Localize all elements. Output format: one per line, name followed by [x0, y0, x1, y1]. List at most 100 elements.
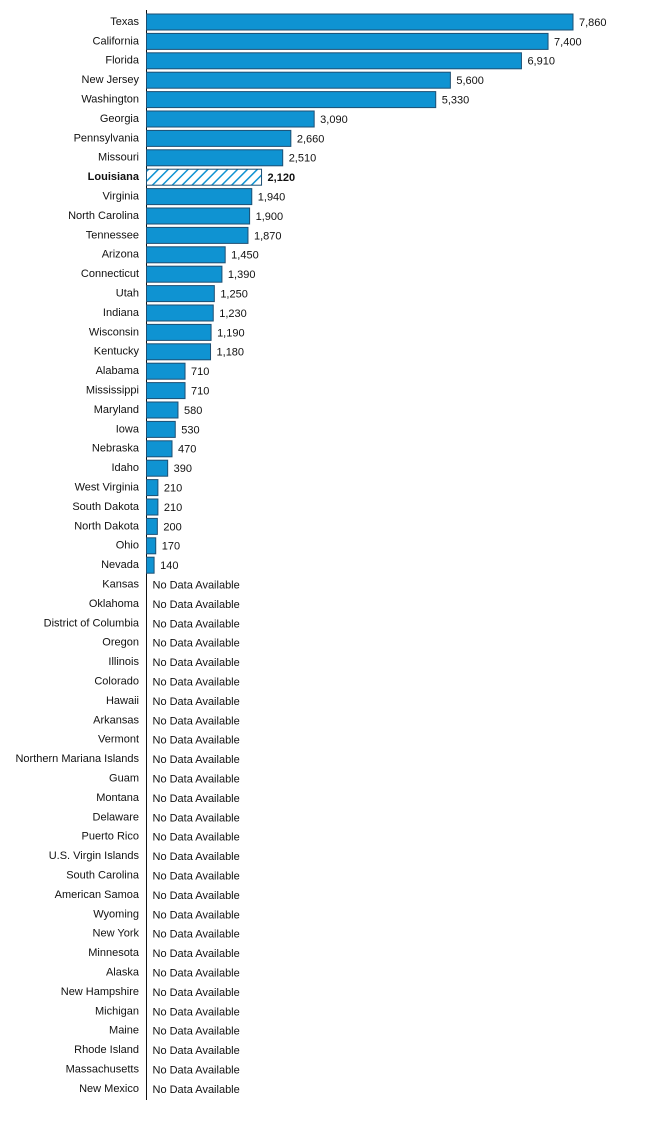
category-label: Delaware: [93, 811, 139, 823]
value-label: 170: [162, 541, 180, 553]
value-label: 7,860: [579, 17, 607, 29]
category-label: Maine: [109, 1025, 139, 1037]
value-label: 6,910: [527, 56, 555, 68]
bar: [146, 304, 214, 322]
category-label: Alaska: [106, 967, 140, 979]
category-label: Northern Mariana Islands: [15, 753, 139, 765]
category-label: U.S. Virgin Islands: [49, 850, 140, 862]
value-label: No Data Available: [153, 890, 240, 902]
bar: [146, 556, 155, 574]
value-label: 470: [178, 444, 196, 456]
bar: [146, 265, 223, 283]
bar: [146, 285, 215, 303]
category-label: Ohio: [116, 540, 139, 552]
category-label: Rhode Island: [74, 1044, 139, 1056]
category-label: Kentucky: [94, 346, 140, 358]
value-label: 1,450: [231, 250, 259, 262]
bar: [146, 537, 157, 555]
value-label: No Data Available: [153, 715, 240, 727]
value-label: No Data Available: [153, 696, 240, 708]
category-label: Arizona: [102, 249, 140, 261]
value-label: No Data Available: [153, 1084, 240, 1096]
value-label: No Data Available: [153, 929, 240, 941]
value-label: No Data Available: [153, 735, 240, 747]
category-label: Nebraska: [92, 443, 140, 455]
value-label: 1,870: [254, 230, 282, 242]
category-label: Hawaii: [106, 695, 139, 707]
value-label: 2,510: [289, 153, 317, 165]
value-label: 3,090: [320, 114, 348, 126]
value-label: No Data Available: [153, 618, 240, 630]
category-label: California: [93, 35, 140, 47]
category-label: Oklahoma: [89, 598, 140, 610]
bar: [146, 149, 284, 167]
category-label: Wyoming: [93, 908, 139, 920]
category-label: South Carolina: [66, 870, 140, 882]
value-label: 710: [191, 386, 209, 398]
value-label: 1,180: [217, 347, 245, 359]
category-label: Alabama: [96, 365, 140, 377]
value-label: 200: [163, 521, 181, 533]
value-label: No Data Available: [153, 812, 240, 824]
category-label: North Dakota: [74, 520, 140, 532]
value-label: 1,190: [217, 327, 245, 339]
value-label: No Data Available: [153, 851, 240, 863]
bar: [146, 401, 179, 419]
value-label: 5,330: [442, 95, 470, 107]
value-label: 210: [164, 483, 182, 495]
value-label: 1,940: [258, 192, 286, 204]
category-label: Guam: [109, 773, 139, 785]
category-label: Nevada: [101, 559, 140, 571]
category-label: Kansas: [102, 579, 139, 591]
bar: [146, 517, 158, 535]
category-label: New Mexico: [79, 1083, 139, 1095]
value-label: No Data Available: [153, 677, 240, 689]
value-label: 2,660: [297, 133, 325, 145]
bar: [146, 420, 176, 438]
value-label: 580: [184, 405, 202, 417]
category-label: Montana: [96, 792, 140, 804]
value-label: No Data Available: [153, 580, 240, 592]
category-label: Idaho: [111, 462, 139, 474]
value-label: 1,900: [256, 211, 284, 223]
value-label: No Data Available: [153, 657, 240, 669]
value-label: No Data Available: [153, 1026, 240, 1038]
value-label: 7,400: [554, 36, 582, 48]
bar: [146, 13, 574, 31]
value-label: No Data Available: [153, 1006, 240, 1018]
category-label: Connecticut: [81, 268, 139, 280]
value-label: No Data Available: [153, 774, 240, 786]
bar: [146, 52, 522, 70]
bar: [146, 343, 212, 361]
bar: [146, 91, 437, 109]
category-label: Mississippi: [86, 385, 139, 397]
value-label: No Data Available: [153, 1045, 240, 1057]
category-label: Iowa: [116, 423, 140, 435]
category-label: Illinois: [108, 656, 139, 668]
bar: [146, 459, 169, 477]
value-label: No Data Available: [153, 909, 240, 921]
category-label: Virginia: [103, 191, 140, 203]
category-label: West Virginia: [75, 482, 140, 494]
value-label: 210: [164, 502, 182, 514]
category-label: Massachusetts: [66, 1064, 140, 1076]
bar: [146, 440, 173, 458]
category-label: Vermont: [98, 734, 139, 746]
value-label: No Data Available: [153, 948, 240, 960]
category-label: Louisiana: [88, 171, 140, 183]
bar: [146, 168, 263, 186]
category-label: Michigan: [95, 1005, 139, 1017]
bar: [146, 32, 549, 50]
bar: [146, 362, 186, 380]
bar: [146, 498, 159, 516]
bar: [146, 479, 159, 497]
category-label: New York: [93, 928, 140, 940]
bar: [146, 246, 226, 264]
bar: [146, 71, 451, 89]
value-label: No Data Available: [153, 754, 240, 766]
value-label: No Data Available: [153, 871, 240, 883]
value-label: 1,390: [228, 269, 256, 281]
bar: [146, 129, 292, 147]
